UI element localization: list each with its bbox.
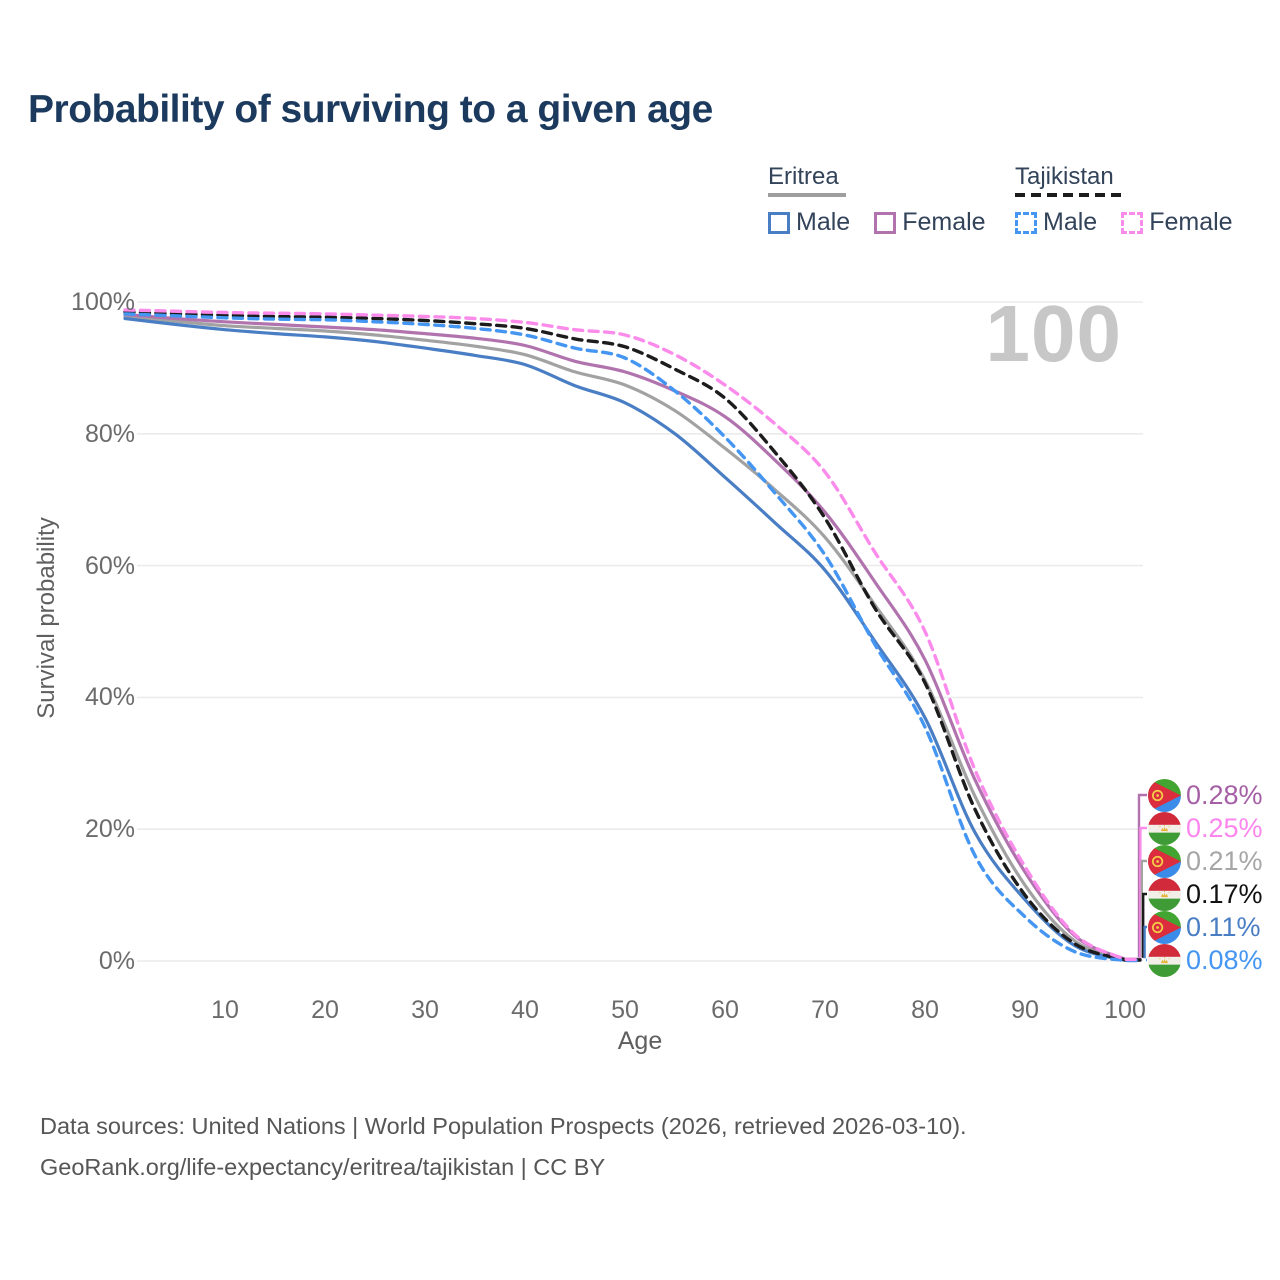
end-value-label: 0.17%: [1148, 877, 1263, 911]
x-tick-label: 30: [411, 996, 439, 1024]
legend-label: Female: [1149, 208, 1233, 236]
end-value-text: 0.28%: [1186, 779, 1263, 810]
y-tick-label: 80%: [84, 419, 135, 448]
end-value-label: 0.21%: [1148, 844, 1263, 878]
label-connector-line: [1140, 859, 1147, 958]
series-line-eritrea[interactable]: [123, 314, 1142, 962]
legend-item-eritrea-female[interactable]: Female: [874, 208, 986, 237]
y-tick-label: 100%: [71, 288, 135, 316]
label-connector-line: [1142, 892, 1147, 958]
tajikistan-flag-icon: [1148, 811, 1181, 845]
legend-label: Female: [902, 208, 986, 236]
end-label-connectors: [1137, 793, 1147, 962]
x-tick-label: 80: [911, 996, 939, 1024]
end-value-text: 0.17%: [1186, 878, 1263, 909]
legend-tajikistan-line-sample: [1015, 193, 1123, 197]
eritrea-flag-icon: [1148, 910, 1181, 944]
footer-line-2: GeoRank.org/life-expectancy/eritrea/taji…: [40, 1154, 606, 1180]
series-line-eritrea-male[interactable]: [123, 316, 1142, 962]
x-tick-label: 70: [811, 996, 839, 1024]
gridlines: [137, 301, 1143, 962]
legend-item-eritrea-male[interactable]: Male: [768, 208, 850, 237]
label-connector-line: [1139, 826, 1147, 958]
legend-item-tajikistan-male[interactable]: Male: [1015, 208, 1097, 237]
age-watermark: 100: [985, 289, 1122, 378]
y-tick-label: 40%: [84, 683, 135, 712]
x-tick-label: 20: [311, 996, 339, 1024]
label-connector-line: [1143, 925, 1147, 959]
series-line-tajikistan[interactable]: [123, 310, 1142, 962]
legend-label: Male: [1043, 208, 1098, 236]
page-title: Probability of surviving to a given age: [28, 88, 713, 131]
end-value-label: 0.28%: [1148, 778, 1263, 812]
tajikistan-female-swatch-icon: [1121, 211, 1144, 234]
x-tick-label: 100: [1104, 996, 1146, 1024]
x-axis-title: Age: [617, 1027, 663, 1055]
tajikistan-flag-icon: [1148, 877, 1181, 911]
y-tick-label: 0%: [98, 947, 135, 975]
legend-tajikistan-title: Tajikistan: [1015, 163, 1114, 190]
eritrea-male-swatch-icon: [768, 211, 790, 234]
end-value-label: 0.11%: [1148, 910, 1261, 944]
end-value-text: 0.21%: [1186, 845, 1263, 876]
x-tick-label: 50: [611, 996, 639, 1024]
series-line-eritrea-female[interactable]: [123, 312, 1142, 961]
end-value-text: 0.25%: [1186, 812, 1263, 843]
eritrea-female-swatch-icon: [874, 211, 897, 234]
x-tick-label: 10: [211, 996, 239, 1024]
series-line-tajikistan-male[interactable]: [123, 312, 1142, 963]
end-value-text: 0.08%: [1186, 944, 1263, 975]
tajikistan-male-swatch-icon: [1015, 211, 1037, 234]
legend-group-tajikistan: Tajikistan Male Female: [1015, 163, 1233, 237]
legend-label: Male: [796, 208, 851, 236]
legend-group-eritrea: Eritrea Male Female: [768, 163, 986, 237]
eritrea-flag-icon: [1148, 844, 1181, 878]
data-source-footer: Data sources: United Nations | World Pop…: [40, 1106, 967, 1188]
legend-eritrea-title: Eritrea: [768, 163, 839, 190]
tajikistan-flag-icon: [1148, 943, 1181, 977]
legend-eritrea-line-sample: [768, 193, 846, 197]
eritrea-flag-icon: [1148, 778, 1181, 812]
y-tick-label: 20%: [84, 815, 135, 844]
end-value-text: 0.11%: [1186, 911, 1261, 942]
x-tick-label: 90: [1011, 996, 1039, 1024]
footer-line-1: Data sources: United Nations | World Pop…: [40, 1113, 967, 1139]
series-line-tajikistan-female[interactable]: [123, 308, 1142, 962]
legend-item-tajikistan-female[interactable]: Female: [1121, 208, 1233, 237]
x-tick-label: 40: [511, 996, 539, 1024]
y-tick-label: 60%: [84, 551, 135, 580]
end-value-label: 0.08%: [1148, 943, 1263, 977]
x-tick-label: 60: [711, 996, 739, 1024]
end-value-label: 0.25%: [1148, 811, 1263, 845]
label-connector-line: [1137, 793, 1147, 958]
